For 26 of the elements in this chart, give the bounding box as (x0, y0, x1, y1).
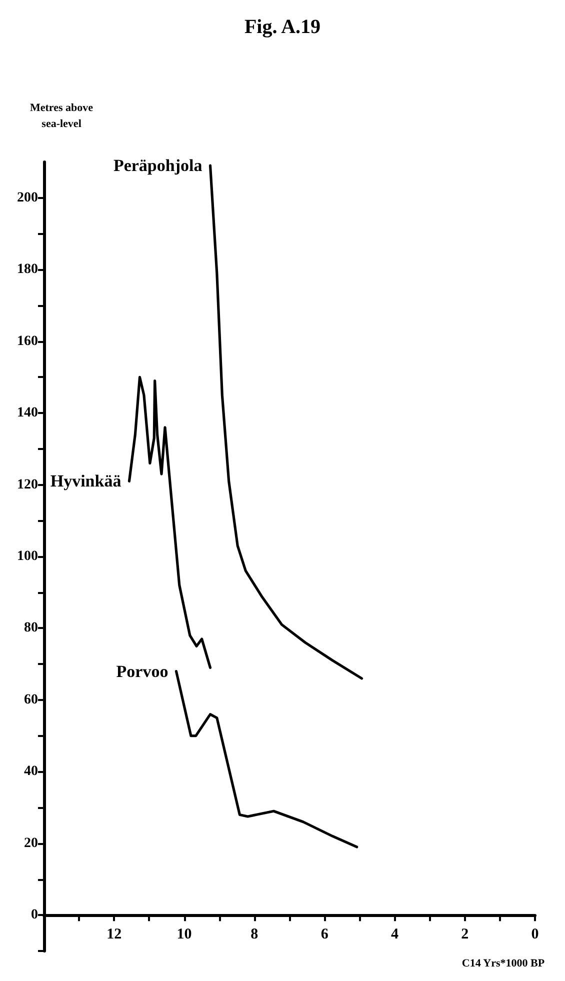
x-axis-title: C14 Yrs*1000 BP (462, 958, 545, 970)
series-label: Hyvinkää (50, 472, 122, 491)
y-tick-label: 20 (24, 836, 38, 851)
line-series (208, 164, 364, 680)
y-tick-label: 140 (17, 406, 38, 421)
x-tick-label: 10 (176, 926, 192, 943)
y-tick-label: 100 (17, 549, 38, 564)
x-tick-label: 4 (390, 926, 399, 943)
line-series (174, 670, 358, 848)
series-label: Porvoo (116, 662, 168, 681)
y-tick-label: 80 (24, 620, 38, 636)
x-tick-label: 6 (320, 926, 329, 943)
series-label: Peräpohjola (113, 156, 203, 176)
y-tick-label: 60 (24, 692, 38, 708)
y-tick-label: 0 (31, 908, 38, 923)
x-tick-label: 8 (250, 926, 258, 943)
y-axis-title: Metres above sea-level (30, 102, 94, 130)
y-tick-label: 200 (17, 190, 38, 206)
y-tick-label: 120 (17, 477, 38, 492)
x-tick-label: 2 (461, 926, 469, 943)
x-tick-label: 0 (531, 926, 539, 943)
chart-title: Fig. A.19 (244, 16, 321, 38)
y-tick-label: 160 (17, 334, 38, 349)
x-tick-label: 12 (106, 926, 122, 943)
y-tick-label: 40 (24, 764, 38, 780)
y-tick-label: 180 (17, 262, 38, 278)
